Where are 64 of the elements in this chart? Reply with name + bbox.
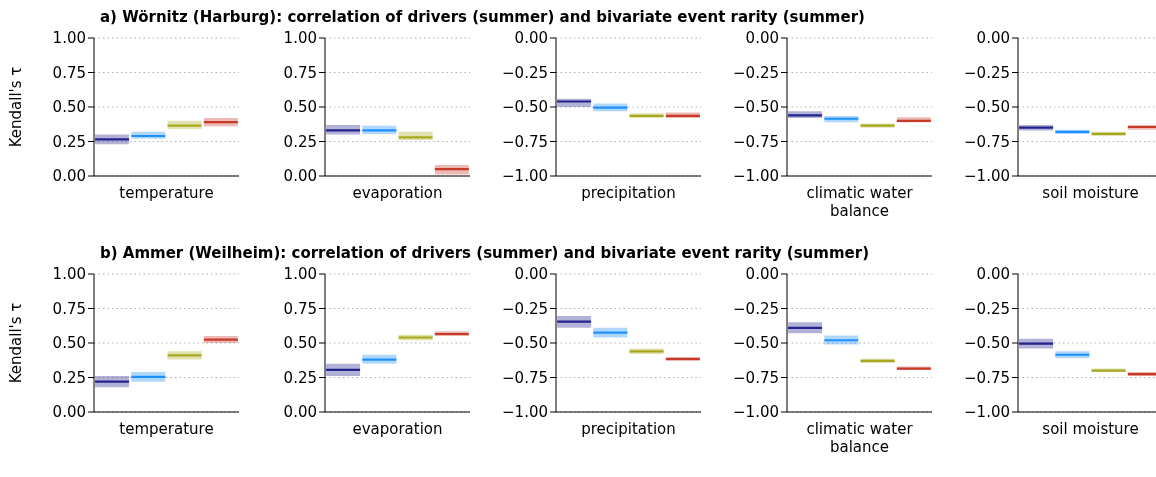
x-axis-title: temperature — [119, 420, 214, 438]
y-tick-label: 0.75 — [283, 63, 317, 82]
y-tick-label: −0.25 — [964, 299, 1010, 318]
y-tick-label: −1.00 — [964, 167, 1010, 186]
y-tick-label: −0.50 — [733, 334, 779, 353]
x-axis-title: soil moisture — [1042, 420, 1139, 438]
x-axis-title: soil moisture — [1042, 184, 1139, 202]
x-axis-title: precipitation — [581, 184, 676, 202]
y-tick-label: 0.75 — [283, 299, 317, 318]
y-tick-label: −1.00 — [502, 403, 548, 422]
y-tick-label: 0.50 — [283, 98, 317, 117]
y-tick-label: 0.50 — [52, 334, 86, 353]
y-tick-label: −0.50 — [733, 98, 779, 117]
text: a) Wörnitz (Harburg): correlation of drivers (summer) and bivariate event rarity (summer) — [100, 8, 866, 28]
x-axis-title: precipitation — [581, 420, 676, 438]
x-axis-title: evaporation — [352, 184, 443, 202]
y-tick-label: −0.75 — [733, 132, 779, 151]
y-tick-label: 0.50 — [52, 98, 86, 117]
y-tick-label: −0.50 — [964, 334, 1010, 353]
y-tick-label: −0.75 — [964, 368, 1010, 387]
y-tick-label: 0.75 — [52, 63, 86, 82]
y-tick-label: −0.75 — [502, 368, 548, 387]
y-axis-title: Kendall's τ — [7, 302, 26, 384]
y-tick-label: 1.00 — [283, 29, 317, 48]
y-tick-label: 0.00 — [976, 265, 1010, 284]
y-tick-label: −0.25 — [964, 63, 1010, 82]
y-tick-label: 0.75 — [52, 299, 86, 318]
y-tick-label: 0.00 — [745, 265, 779, 284]
y-tick-label: 1.00 — [52, 29, 86, 48]
y-tick-label: 1.00 — [283, 265, 317, 284]
y-tick-label: 0.25 — [283, 368, 317, 387]
y-tick-label: 1.00 — [52, 265, 86, 284]
y-tick-label: −1.00 — [733, 167, 779, 186]
y-tick-label: −0.75 — [733, 368, 779, 387]
x-axis-title: evaporation — [352, 420, 443, 438]
y-tick-label: 0.00 — [283, 403, 317, 422]
y-tick-label: 0.50 — [283, 334, 317, 353]
y-tick-label: −1.00 — [502, 167, 548, 186]
y-tick-label: −1.00 — [733, 403, 779, 422]
y-tick-label: −0.50 — [964, 98, 1010, 117]
text: b) Ammer (Weilheim): correlation of drivers (summer) and bivariate event rarity (summer) — [100, 244, 870, 264]
y-axis-title: Kendall's τ — [7, 66, 26, 148]
y-tick-label: −0.75 — [502, 132, 548, 151]
x-axis-title: climatic water balance — [806, 420, 914, 456]
y-tick-label: −0.25 — [733, 63, 779, 82]
y-tick-label: −0.50 — [502, 98, 548, 117]
y-tick-label: 0.00 — [283, 167, 317, 186]
y-tick-label: 0.25 — [52, 368, 86, 387]
x-axis-title: climatic water balance — [806, 184, 914, 220]
y-tick-label: −0.25 — [502, 299, 548, 318]
y-tick-label: 0.00 — [976, 29, 1010, 48]
y-tick-label: −0.25 — [502, 63, 548, 82]
y-tick-label: −0.25 — [733, 299, 779, 318]
y-tick-label: −0.75 — [964, 132, 1010, 151]
x-axis-title: temperature — [119, 184, 214, 202]
y-tick-label: 0.00 — [745, 29, 779, 48]
y-tick-label: 0.00 — [52, 167, 86, 186]
y-tick-label: 0.00 — [514, 29, 548, 48]
y-tick-label: 0.25 — [52, 132, 86, 151]
y-tick-label: 0.00 — [52, 403, 86, 422]
y-tick-label: 0.00 — [514, 265, 548, 284]
y-tick-label: 0.25 — [283, 132, 317, 151]
y-tick-label: −1.00 — [964, 403, 1010, 422]
y-tick-label: −0.50 — [502, 334, 548, 353]
